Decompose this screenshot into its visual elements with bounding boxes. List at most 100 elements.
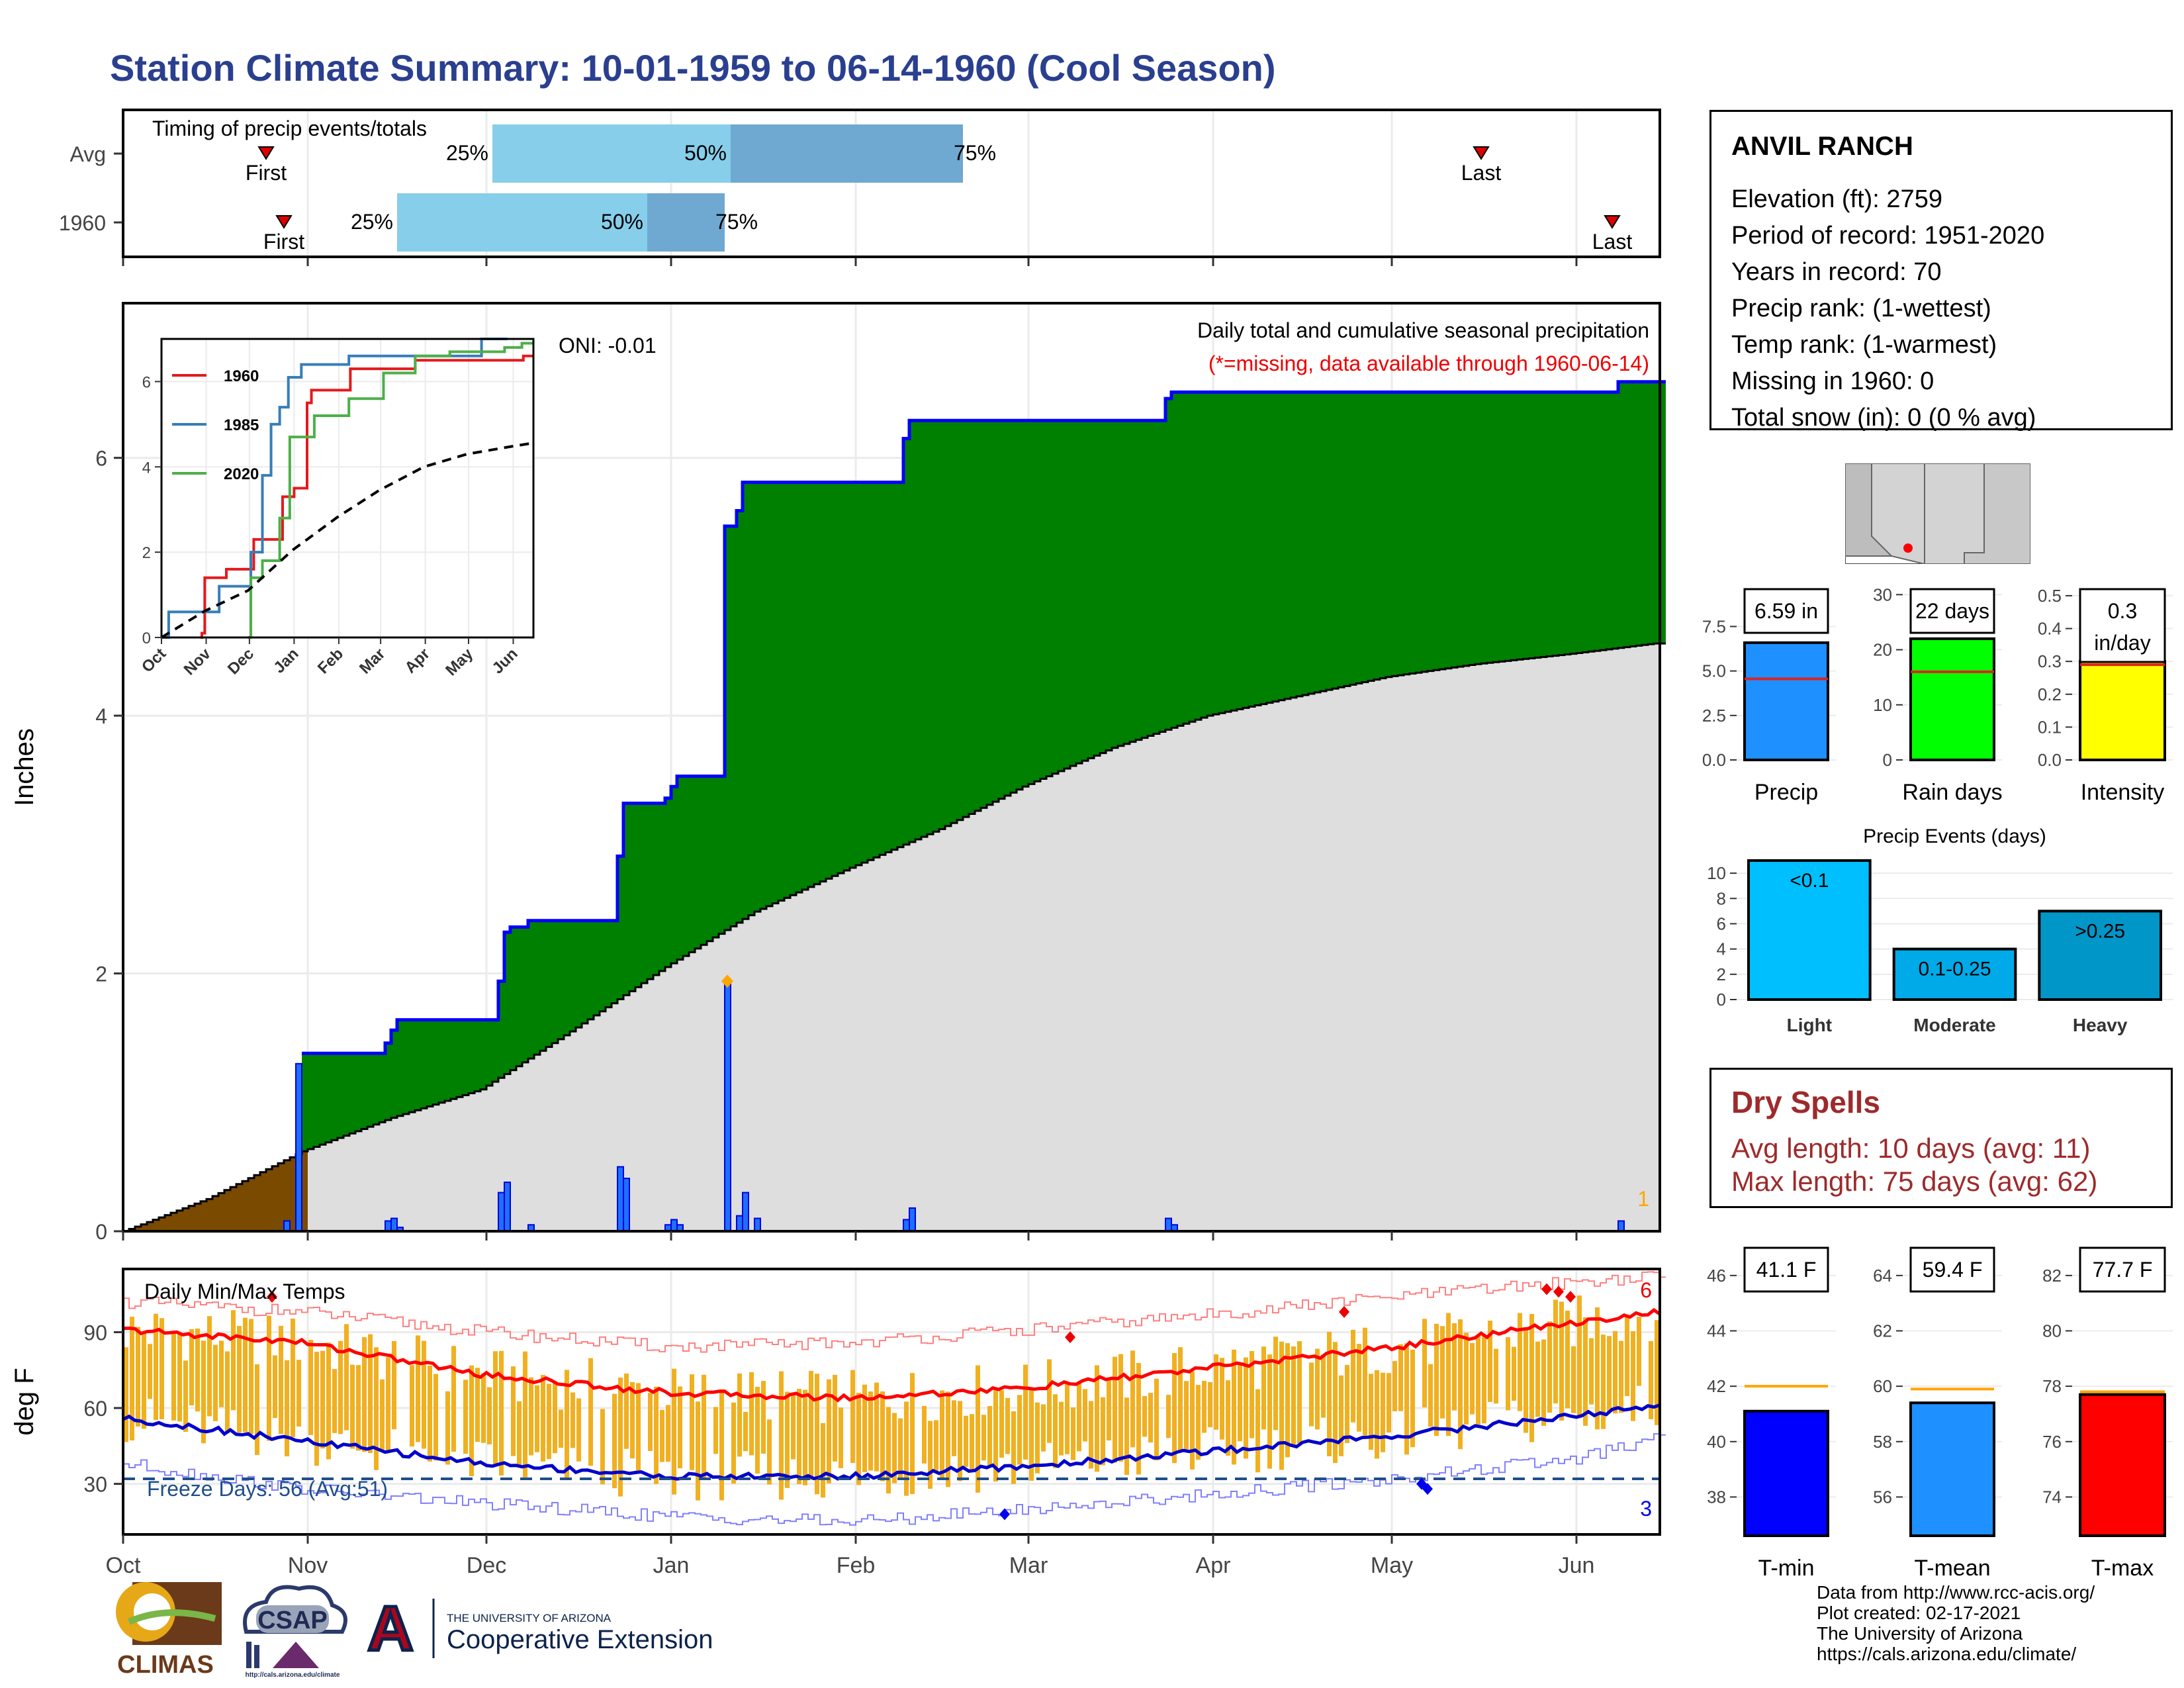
inset-series-line-2020: [248, 342, 533, 639]
temp-daily-bar: [1631, 1331, 1635, 1421]
tempsum-t-mean-bar: [1909, 1401, 1995, 1537]
temp-daily-bar: [1166, 1395, 1171, 1438]
totals-intensity-y-tick-label: 0.4: [2038, 619, 2062, 639]
temp-daily-bar: [1649, 1340, 1653, 1419]
temp-daily-bar: [570, 1392, 575, 1448]
events-y-tick-label: 0: [1717, 990, 1726, 1009]
station-location-marker: [1903, 543, 1913, 553]
temp-daily-bar: [618, 1377, 623, 1497]
temp-daily-bar: [1142, 1396, 1147, 1437]
temp-daily-bar: [779, 1371, 784, 1500]
temp-daily-bar: [898, 1418, 903, 1479]
temp-daily-bar: [1017, 1395, 1022, 1465]
totals-precip-y-tick-label: 2.5: [1702, 706, 1726, 726]
temp-daily-bar: [761, 1381, 766, 1454]
dry-spells-box: Dry Spells Avg length: 10 days (avg: 11)…: [1709, 1068, 2173, 1208]
tempsum-t-min-y-tick-label: 44: [1707, 1321, 1726, 1340]
temp-daily-bar: [1345, 1364, 1349, 1443]
inset-legend-label: 2020: [224, 465, 259, 483]
temp-daily-bar: [1255, 1389, 1260, 1473]
temp-daily-bar: [588, 1358, 593, 1466]
temp-daily-bar: [481, 1373, 486, 1443]
temp-daily-bar: [523, 1351, 527, 1477]
temp-daily-bar: [1458, 1319, 1463, 1450]
precip-normal-area: [123, 643, 1660, 1231]
tempsum-t-min-y-tick-label: 42: [1707, 1376, 1726, 1396]
temp-record-high-marker: [267, 1291, 277, 1303]
temp-daily-bar: [1273, 1336, 1278, 1430]
temp-daily-bar: [1559, 1301, 1564, 1421]
temp-daily-bar: [1011, 1411, 1016, 1484]
temp-daily-bar: [1136, 1363, 1141, 1475]
tempsum-t-mean-y-tick-label: 60: [1873, 1376, 1892, 1396]
temp-record-high-marker: [1065, 1331, 1075, 1344]
temp-daily-bar: [1369, 1374, 1373, 1450]
station-years: Years in record: 70: [1731, 258, 1942, 286]
temp-daily-bar: [1321, 1354, 1326, 1418]
temp-x-tick-label: Apr: [1196, 1553, 1231, 1578]
freeze-days-label: Freeze Days: 56 (Avg:51): [147, 1477, 388, 1501]
totals-intensity-y-tick-label: 0.1: [2038, 717, 2062, 737]
tempsum-t-mean-y-tick-label: 64: [1873, 1266, 1892, 1286]
temp-daily-bar: [142, 1333, 146, 1429]
temp-daily-bar: [952, 1400, 956, 1456]
temp-daily-bar: [565, 1370, 569, 1479]
temp-daily-bar: [183, 1360, 188, 1432]
temp-daily-bar: [719, 1389, 724, 1501]
temp-daily-bar: [1101, 1397, 1105, 1466]
credit-plot-created: Plot created: 02-17-2021: [1817, 1603, 2021, 1623]
temp-daily-bar: [850, 1370, 855, 1463]
temp-daily-bar: [422, 1340, 426, 1449]
precip-y-axis-label: Inches: [10, 728, 39, 806]
events-bar-moderate: [1892, 947, 2017, 1001]
temp-daily-bar: [1184, 1381, 1189, 1450]
temp-daily-bar: [433, 1374, 438, 1461]
temp-daily-bar: [1488, 1320, 1492, 1402]
temp-daily-bar: [940, 1390, 944, 1478]
precip-y-tick-label: 2: [95, 962, 107, 986]
temp-daily-bar: [368, 1334, 373, 1454]
totals-intensity-label-unit: in/day: [2094, 631, 2150, 655]
timing-label-first: First: [263, 230, 304, 254]
totals-intensity-y-tick-label: 0.5: [2038, 586, 2062, 606]
totals-rain-days-y-tick-label: 30: [1873, 585, 1892, 604]
temp-daily-bar: [743, 1411, 748, 1452]
temp-daily-bar: [666, 1405, 670, 1462]
temp-daily-bar: [1446, 1313, 1451, 1436]
tempsum-t-min-y-tick-label: 40: [1707, 1432, 1726, 1452]
temp-x-tick-label: Dec: [467, 1553, 506, 1578]
temp-daily-bar: [1553, 1299, 1558, 1404]
page-title: Station Climate Summary: 10-01-1959 to 0…: [110, 47, 1276, 89]
tempsum-t-max-label: 77.7 F: [2093, 1258, 2153, 1282]
events-bar-heavy: [2038, 910, 2162, 1002]
temp-daily-bar: [874, 1382, 879, 1472]
temp-daily-bar: [1565, 1310, 1570, 1409]
temp-x-tick-label: Oct: [106, 1553, 141, 1578]
temp-daily-bar: [1541, 1339, 1546, 1426]
tempsum-t-mean-y-tick-label: 58: [1873, 1432, 1892, 1452]
temp-daily-bar: [1029, 1389, 1034, 1481]
temp-daily-bar: [445, 1391, 450, 1465]
tempsum-t-max-y-tick-label: 78: [2042, 1376, 2062, 1396]
temp-daily-bar: [1398, 1344, 1403, 1411]
totals-intensity-bar: [2079, 660, 2166, 762]
temp-daily-bar: [1583, 1317, 1588, 1426]
temp-record-high-marker: [1339, 1305, 1349, 1318]
tempsum-t-min-y-tick-label: 46: [1707, 1266, 1726, 1286]
events-bar-light: [1747, 859, 1872, 1001]
tempsum-t-mean-label-box: [1909, 1246, 1995, 1293]
precip-corner-count: 1: [1637, 1187, 1649, 1211]
dry-spells-max: Max length: 75 days (avg: 62): [1731, 1166, 2098, 1197]
temp-daily-bar: [547, 1383, 551, 1460]
temp-daily-bar: [124, 1347, 128, 1442]
temp-daily-bar: [1095, 1365, 1099, 1472]
temp-daily-bar: [1202, 1380, 1206, 1433]
temp-daily-bar: [862, 1384, 867, 1472]
temp-daily-bar: [517, 1401, 522, 1466]
tempsum-t-max-label-box: [2079, 1246, 2166, 1293]
temp-daily-bar: [1434, 1323, 1439, 1436]
temp-daily-bar: [1351, 1329, 1355, 1423]
timing-label-last: Last: [1461, 161, 1502, 185]
inset-series-line-1985: [161, 338, 508, 639]
